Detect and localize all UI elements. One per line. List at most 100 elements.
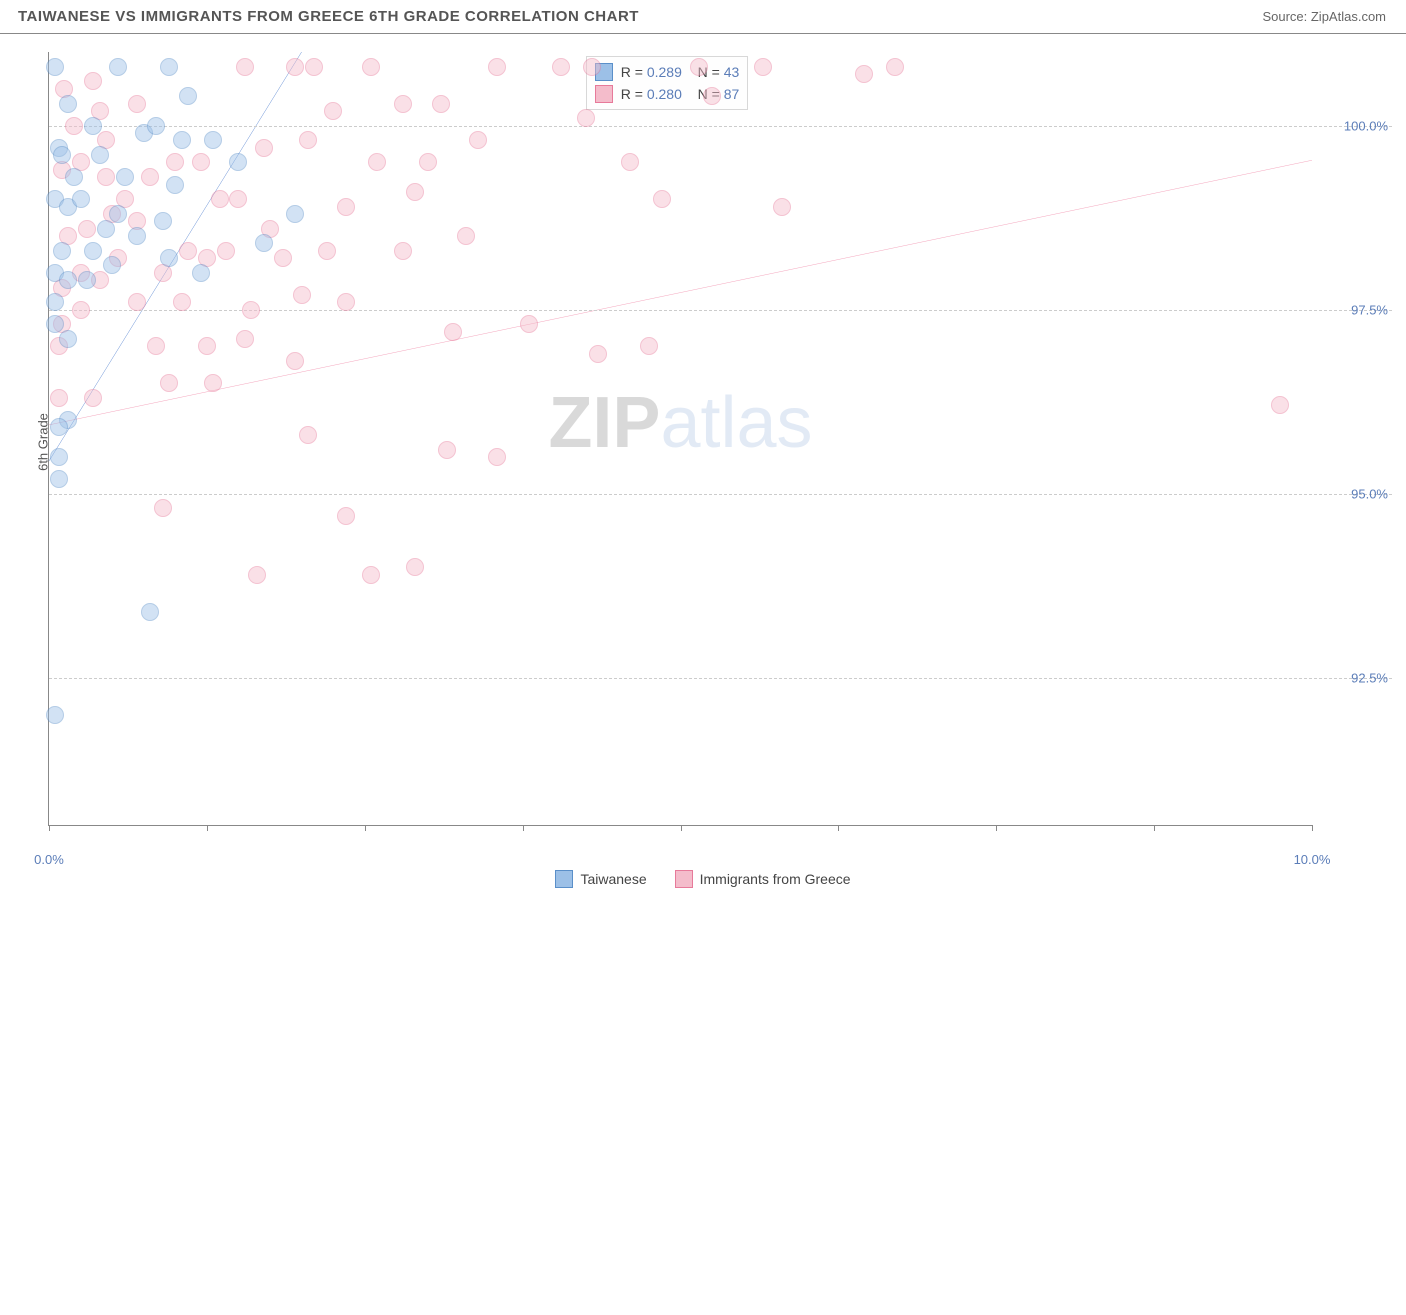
- data-point: [217, 242, 235, 260]
- gridline: [49, 126, 1392, 127]
- data-point: [78, 271, 96, 289]
- data-point: [589, 345, 607, 363]
- data-point: [46, 293, 64, 311]
- bottom-legend: Taiwanese Immigrants from Greece: [0, 870, 1406, 888]
- data-point: [469, 131, 487, 149]
- data-point: [324, 102, 342, 120]
- stats-swatch: [595, 85, 613, 103]
- data-point: [337, 507, 355, 525]
- data-point: [84, 117, 102, 135]
- data-point: [362, 58, 380, 76]
- data-point: [50, 389, 68, 407]
- data-point: [109, 58, 127, 76]
- data-point: [128, 95, 146, 113]
- data-point: [128, 293, 146, 311]
- data-point: [59, 271, 77, 289]
- data-point: [318, 242, 336, 260]
- data-point: [160, 58, 178, 76]
- x-tick-label: 10.0%: [1294, 852, 1331, 867]
- data-point: [394, 242, 412, 260]
- data-point: [160, 249, 178, 267]
- legend-item-greece: Immigrants from Greece: [675, 870, 851, 888]
- data-point: [520, 315, 538, 333]
- data-point: [204, 131, 222, 149]
- data-point: [406, 183, 424, 201]
- data-point: [166, 176, 184, 194]
- data-point: [488, 448, 506, 466]
- stat-r: R = 0.289: [621, 64, 682, 80]
- data-point: [305, 58, 323, 76]
- data-point: [84, 389, 102, 407]
- data-point: [50, 418, 68, 436]
- data-point: [653, 190, 671, 208]
- plot-region: ZIPatlas R = 0.289 N = 43R = 0.280 N = 8…: [48, 52, 1312, 826]
- chart-title: TAIWANESE VS IMMIGRANTS FROM GREECE 6TH …: [18, 8, 639, 25]
- data-point: [109, 205, 127, 223]
- data-point: [394, 95, 412, 113]
- watermark: ZIPatlas: [548, 382, 812, 464]
- data-point: [248, 566, 266, 584]
- legend-item-taiwanese: Taiwanese: [555, 870, 646, 888]
- data-point: [236, 58, 254, 76]
- data-point: [173, 131, 191, 149]
- legend-swatch: [675, 870, 693, 888]
- data-point: [368, 153, 386, 171]
- stats-row: R = 0.289 N = 43: [595, 61, 740, 83]
- chart-header: TAIWANESE VS IMMIGRANTS FROM GREECE 6TH …: [0, 0, 1406, 34]
- data-point: [59, 330, 77, 348]
- data-point: [173, 293, 191, 311]
- data-point: [444, 323, 462, 341]
- data-point: [141, 168, 159, 186]
- data-point: [154, 499, 172, 517]
- y-tick-label: 100.0%: [1344, 118, 1388, 133]
- data-point: [229, 190, 247, 208]
- data-point: [53, 146, 71, 164]
- data-point: [116, 168, 134, 186]
- x-tick: [681, 825, 682, 831]
- legend-label: Taiwanese: [580, 871, 646, 887]
- x-tick: [207, 825, 208, 831]
- data-point: [621, 153, 639, 171]
- data-point: [192, 264, 210, 282]
- x-tick: [996, 825, 997, 831]
- data-point: [147, 337, 165, 355]
- data-point: [59, 95, 77, 113]
- x-tick: [1154, 825, 1155, 831]
- data-point: [179, 242, 197, 260]
- data-point: [103, 256, 121, 274]
- data-point: [46, 315, 64, 333]
- data-point: [72, 301, 90, 319]
- data-point: [362, 566, 380, 584]
- stats-legend-box: R = 0.289 N = 43R = 0.280 N = 87: [586, 56, 749, 110]
- data-point: [97, 168, 115, 186]
- x-tick: [365, 825, 366, 831]
- data-point: [72, 190, 90, 208]
- data-point: [1271, 396, 1289, 414]
- data-point: [488, 58, 506, 76]
- data-point: [154, 212, 172, 230]
- data-point: [53, 242, 71, 260]
- legend-label: Immigrants from Greece: [700, 871, 851, 887]
- data-point: [703, 87, 721, 105]
- data-point: [192, 153, 210, 171]
- data-point: [242, 301, 260, 319]
- data-point: [274, 249, 292, 267]
- stat-r: R = 0.280: [621, 86, 682, 102]
- data-point: [255, 234, 273, 252]
- data-point: [406, 558, 424, 576]
- gridline: [49, 494, 1392, 495]
- x-tick-label: 0.0%: [34, 852, 64, 867]
- data-point: [299, 131, 317, 149]
- data-point: [286, 352, 304, 370]
- data-point: [46, 58, 64, 76]
- data-point: [457, 227, 475, 245]
- data-point: [160, 374, 178, 392]
- trend-lines: [49, 52, 1312, 1315]
- data-point: [236, 330, 254, 348]
- data-point: [438, 441, 456, 459]
- data-point: [65, 117, 83, 135]
- legend-swatch: [555, 870, 573, 888]
- data-point: [211, 190, 229, 208]
- data-point: [337, 198, 355, 216]
- chart-area: 6th Grade ZIPatlas R = 0.289 N = 43R = 0…: [18, 40, 1396, 844]
